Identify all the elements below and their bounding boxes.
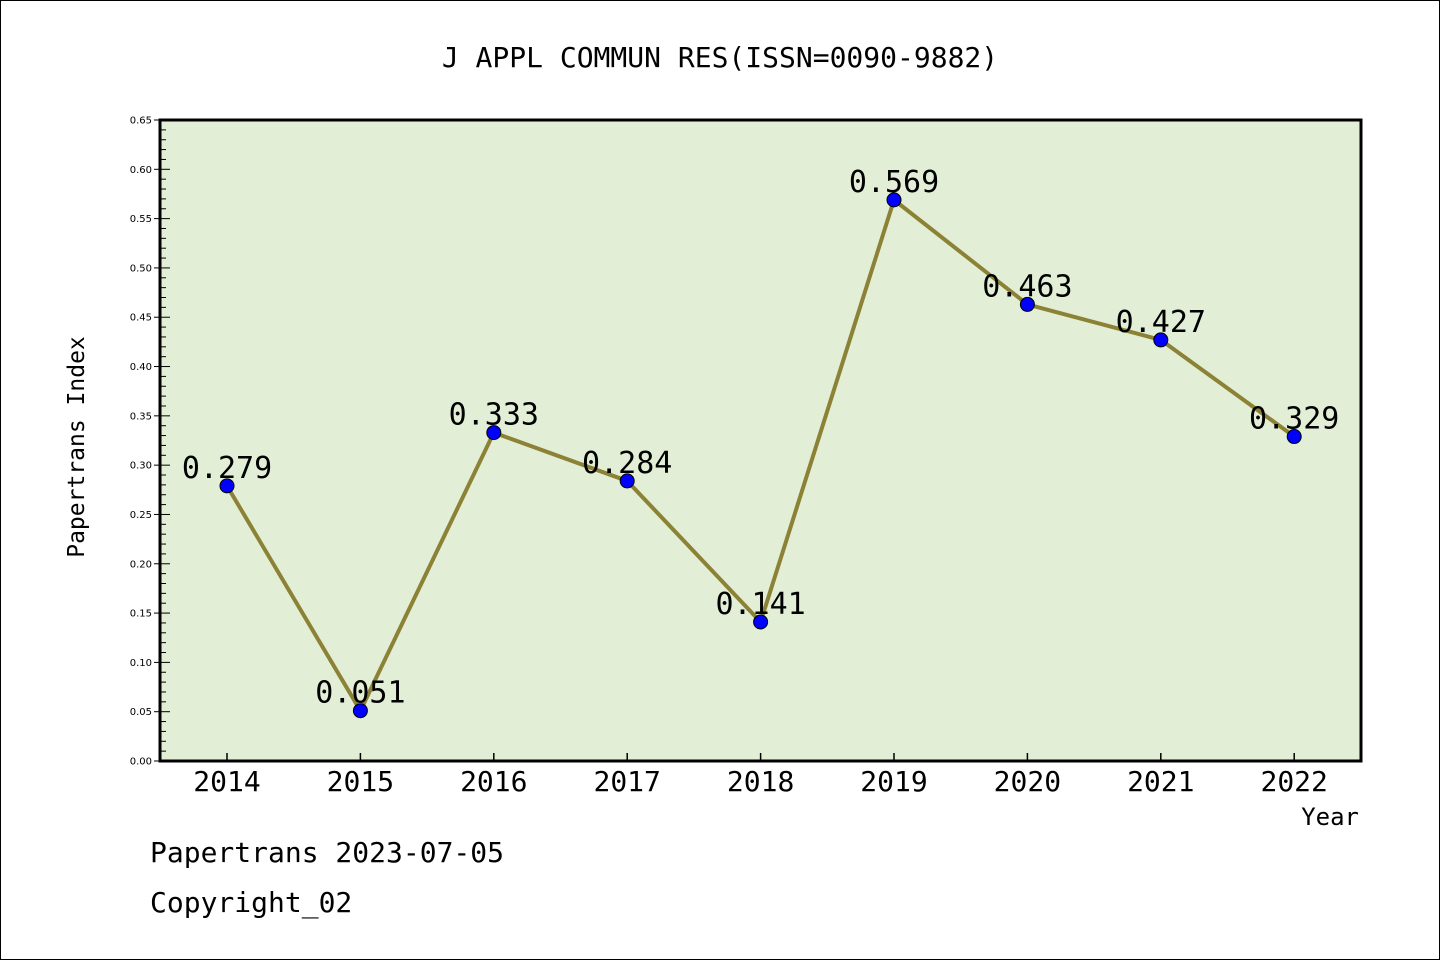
y-tick-label: 0.30 <box>130 461 152 472</box>
data-point <box>1019 296 1035 312</box>
footer-date: Papertrans 2023-07-05 <box>150 836 505 869</box>
y-tick-label: 0.00 <box>130 757 152 768</box>
y-tick-label: 0.10 <box>130 658 152 669</box>
data-label: 0.279 <box>182 451 272 486</box>
x-tick-label: 2022 <box>1260 765 1327 798</box>
data-point <box>886 192 902 208</box>
data-label: 0.569 <box>849 165 939 200</box>
data-label: 0.284 <box>582 446 672 481</box>
data-label: 0.141 <box>715 587 805 622</box>
x-tick-label: 2014 <box>193 765 260 798</box>
y-tick-label: 0.65 <box>130 116 152 127</box>
data-point <box>619 473 635 489</box>
data-point <box>753 614 769 630</box>
y-axis-label: Papertrans Index <box>64 336 90 558</box>
data-label: 0.463 <box>982 269 1072 304</box>
x-tick-label: 2021 <box>1127 765 1194 798</box>
y-axis-ticks: 0.00 0.05 0.10 0.15 0.20 0.25 0.30 0.35 0.40 0.45… <box>130 116 170 768</box>
data-point <box>1153 332 1169 348</box>
data-point <box>352 703 368 719</box>
data-label: 0.333 <box>449 398 539 433</box>
chart-title: J APPL COMMUN RES(ISSN=0090-9882) <box>442 41 998 74</box>
footer-copyright: Copyright_02 <box>150 886 353 919</box>
plot-border <box>158 118 1363 763</box>
x-axis-ticks: 2014 2015 2016 2017 2018 2019 2020 2021 2022 <box>193 753 1328 798</box>
y-tick-label: 0.45 <box>130 313 152 324</box>
y-tick-label: 0.40 <box>130 362 152 373</box>
y-tick-label: 0.50 <box>130 263 152 274</box>
data-markers <box>219 192 1302 719</box>
y-tick-label: 0.25 <box>130 510 152 521</box>
x-tick-label: 2017 <box>593 765 660 798</box>
x-tick-label: 2019 <box>860 765 927 798</box>
x-axis-label: Year <box>1301 803 1359 831</box>
data-label: 0.051 <box>315 676 405 711</box>
data-label: 0.427 <box>1116 305 1206 340</box>
y-tick-label: 0.20 <box>130 559 152 570</box>
y-tick-label: 0.35 <box>130 411 152 422</box>
data-point <box>1286 429 1302 445</box>
plot-area <box>160 120 1361 761</box>
x-tick-label: 2018 <box>727 765 794 798</box>
x-tick-label: 2015 <box>327 765 394 798</box>
data-point <box>219 478 235 494</box>
data-labels: 0.279 0.051 0.333 0.284 0.141 0.569 0.463 0.427… <box>182 165 1340 711</box>
y-tick-label: 0.55 <box>130 214 152 225</box>
y-tick-label: 0.15 <box>130 609 152 620</box>
x-tick-label: 2016 <box>460 765 527 798</box>
data-point <box>486 425 502 441</box>
y-tick-label: 0.60 <box>130 165 152 176</box>
data-label: 0.329 <box>1249 402 1339 437</box>
y-tick-label: 0.05 <box>130 707 152 718</box>
x-tick-label: 2020 <box>994 765 1061 798</box>
